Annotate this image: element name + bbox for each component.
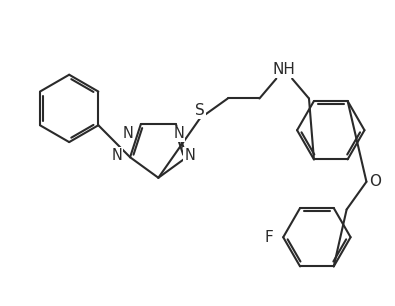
Text: N: N xyxy=(122,126,134,141)
Text: S: S xyxy=(195,103,205,118)
Text: F: F xyxy=(265,230,274,245)
Text: N: N xyxy=(112,148,122,163)
Text: O: O xyxy=(369,174,381,189)
Text: NH: NH xyxy=(273,62,295,77)
Text: N: N xyxy=(173,126,184,141)
Text: N: N xyxy=(184,148,195,163)
